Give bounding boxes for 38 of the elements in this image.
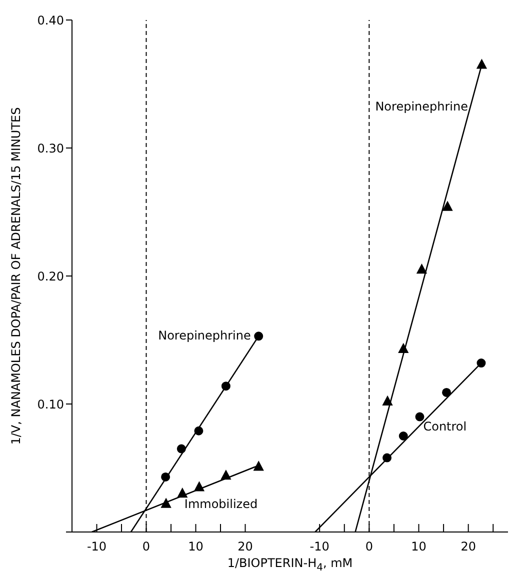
- point: [221, 382, 230, 391]
- series-label: Norepinephrine: [158, 328, 251, 343]
- x-axis-title: 1/BIOPTERIN-H$_{4}$, mM: [226, 556, 354, 574]
- point: [161, 472, 170, 482]
- point: [416, 264, 427, 274]
- point: [476, 358, 486, 368]
- point: [220, 470, 231, 480]
- point: [254, 332, 264, 341]
- y-axis-title: 1/V, NANAMOLES DOPA/PAIR OF ADRENALS/15 MINUTES: [9, 107, 23, 445]
- series-label: Control: [423, 419, 467, 434]
- text: Norepinephrine: [375, 99, 468, 114]
- point: [398, 432, 408, 440]
- point: [194, 482, 204, 492]
- point: [382, 396, 393, 406]
- point: [382, 453, 392, 462]
- point: [476, 59, 487, 69]
- y-tick-label: 0.20: [37, 269, 64, 284]
- y-tick-label: 0.10: [37, 397, 64, 412]
- x-tick-label: 20: [460, 540, 476, 554]
- x-tick-label: 10: [411, 540, 426, 554]
- point: [442, 388, 452, 397]
- series-label: Immobilized: [184, 497, 258, 512]
- y-tick-label: 0.30: [37, 141, 64, 156]
- x-tick-label: 20: [238, 540, 253, 554]
- y-tick-label: 0.40: [37, 13, 64, 28]
- point: [442, 201, 453, 211]
- point: [254, 461, 264, 471]
- point: [177, 488, 188, 498]
- point: [194, 426, 204, 436]
- point: [161, 498, 172, 508]
- point: [398, 343, 408, 353]
- x-tick-label: -10: [86, 540, 107, 554]
- point: [415, 412, 424, 422]
- x-tick-label: 0: [142, 540, 150, 554]
- point: [176, 444, 186, 454]
- x-tick-label: 10: [188, 540, 204, 554]
- x-tick-label: 0: [365, 540, 373, 554]
- x-tick-label: -10: [310, 540, 330, 554]
